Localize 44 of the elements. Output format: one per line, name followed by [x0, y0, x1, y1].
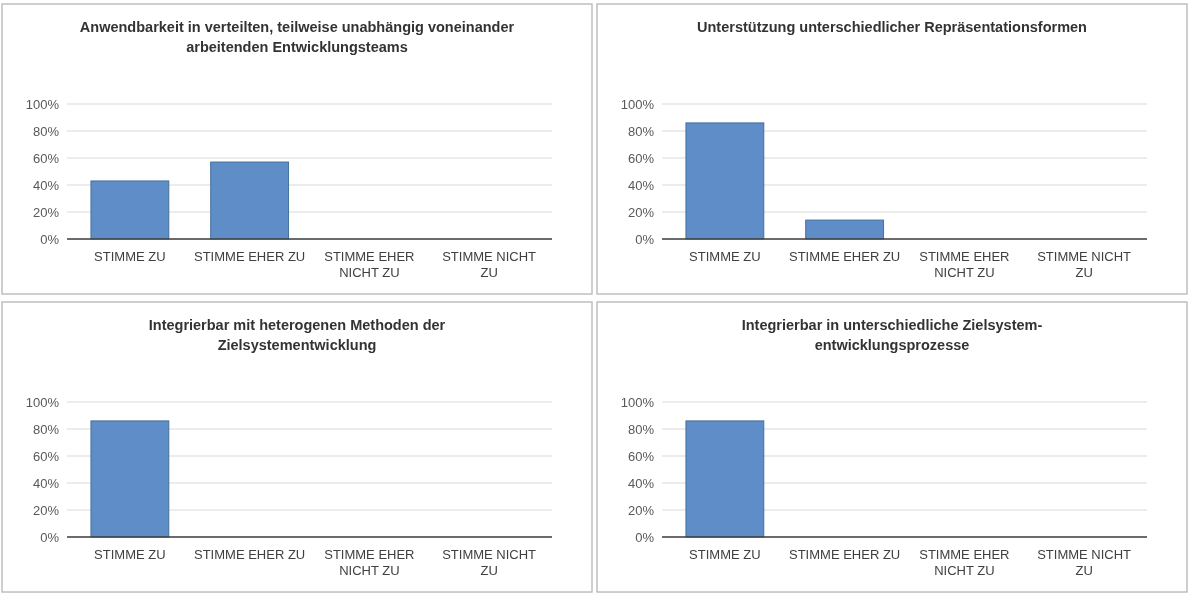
y-tick-label: 0%	[635, 529, 655, 545]
y-tick-label: 80%	[32, 123, 60, 139]
y-tick-label: 100%	[25, 96, 60, 112]
y-tick-label: 80%	[32, 421, 60, 437]
y-tick-label: 60%	[32, 150, 60, 166]
y-tick-label: 80%	[627, 123, 655, 139]
x-tick-label: STIMME NICHT ZU	[442, 547, 537, 578]
x-tick-label: STIMME EHER NICHT ZU	[919, 547, 1010, 578]
y-tick-label: 20%	[32, 204, 60, 220]
x-tick-label: STIMME EHER NICHT ZU	[919, 249, 1010, 280]
x-tick-label: STIMME NICHT ZU	[1037, 547, 1132, 578]
x-tick-label: STIMME ZU	[689, 547, 761, 562]
chart-title: Integrierbar mit heterogenen Methoden der Zielsystementwicklung	[148, 317, 446, 353]
y-tick-label: 40%	[627, 177, 655, 193]
y-tick-label: 60%	[32, 448, 60, 464]
x-tick-label: STIMME EHER NICHT ZU	[324, 249, 415, 280]
chart-title: Integrierbar in unterschiedliche Zielsystem-entwicklungsprozesse	[741, 317, 1043, 353]
y-tick-label: 100%	[620, 96, 655, 112]
y-tick-label: 60%	[627, 150, 655, 166]
x-tick-label: STIMME EHER ZU	[194, 547, 306, 562]
x-tick-label: STIMME NICHT ZU	[442, 249, 537, 280]
x-tick-label: STIMME ZU	[94, 249, 166, 264]
y-tick-label: 80%	[627, 421, 655, 437]
x-tick-label: STIMME NICHT ZU	[1037, 249, 1132, 280]
y-tick-label: 60%	[627, 448, 655, 464]
y-tick-label: 100%	[25, 394, 60, 410]
y-tick-label: 20%	[627, 204, 655, 220]
x-tick-label: STIMME EHER ZU	[789, 547, 901, 562]
y-tick-label: 20%	[627, 502, 655, 518]
chart-title: Unterstützung unterschiedlicher Repräsentationsformen	[697, 19, 1087, 35]
x-tick-label: STIMME EHER ZU	[194, 249, 306, 264]
y-tick-label: 0%	[40, 529, 60, 545]
y-tick-label: 0%	[635, 231, 655, 247]
y-tick-label: 40%	[32, 177, 60, 193]
chart-title: Anwendbarkeit in verteilten, teilweise unabhängig voneinander arbeitenden Entwicklungsteams	[79, 19, 515, 55]
y-tick-label: 40%	[627, 475, 655, 491]
x-tick-label: STIMME EHER NICHT ZU	[324, 547, 415, 578]
y-tick-label: 40%	[32, 475, 60, 491]
y-tick-label: 100%	[620, 394, 655, 410]
x-tick-label: STIMME EHER ZU	[789, 249, 901, 264]
x-tick-label: STIMME ZU	[689, 249, 761, 264]
y-tick-label: 0%	[40, 231, 60, 247]
x-tick-label: STIMME ZU	[94, 547, 166, 562]
y-tick-label: 20%	[32, 502, 60, 518]
